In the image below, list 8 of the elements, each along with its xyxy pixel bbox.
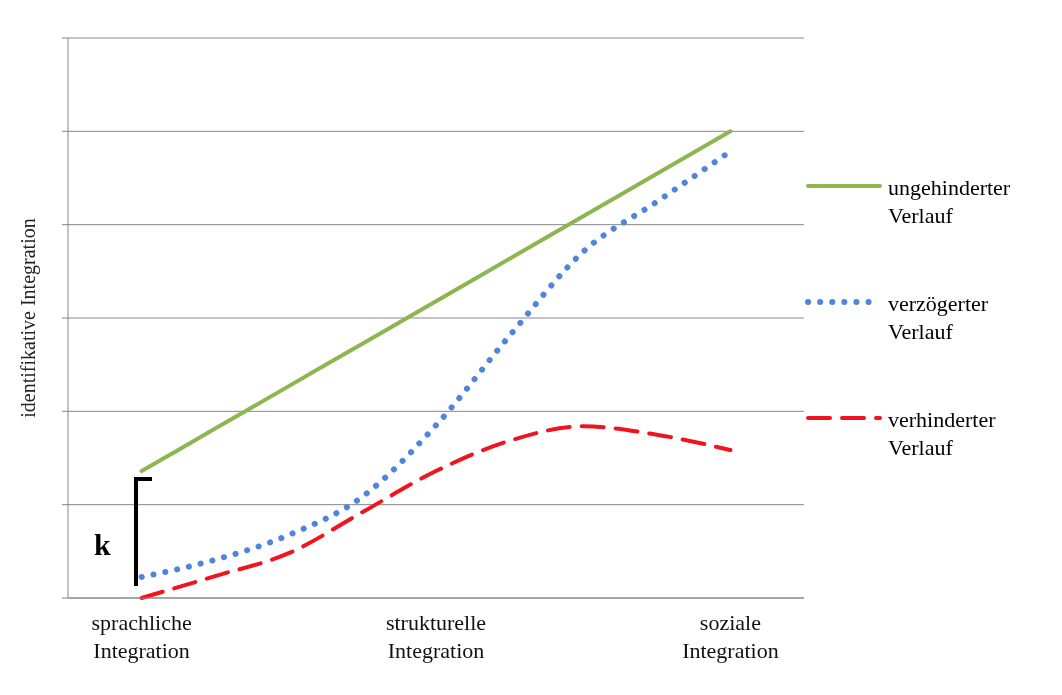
x-tick-label: strukturelle Integration <box>385 610 487 663</box>
legend-label: verhinderter Verlauf <box>888 406 997 462</box>
x-tick-label: soziale Integration <box>682 610 779 663</box>
x-tick-label: sprachliche Integration <box>91 610 192 663</box>
annotation: k <box>94 528 111 562</box>
y-axis-title: identifikative Integration <box>17 218 41 418</box>
legend-label: verzögerter Verlauf <box>888 290 990 346</box>
legend-label: ungehinderter Verlauf <box>888 174 1012 230</box>
